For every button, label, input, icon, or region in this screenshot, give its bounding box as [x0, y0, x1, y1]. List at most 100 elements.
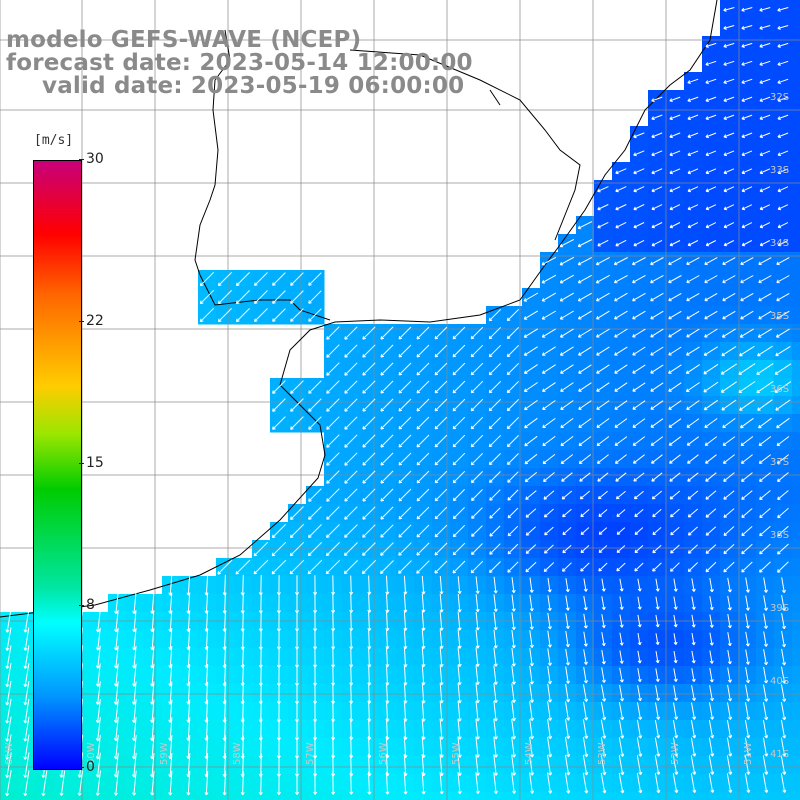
wind-arrow: [763, 577, 768, 593]
wind-arrow: [271, 524, 286, 539]
wind-arrow: [489, 489, 501, 501]
wind-arrow: [529, 612, 534, 630]
wind-arrow: [726, 773, 733, 793]
wind-cell: [792, 648, 800, 667]
wind-arrow: [380, 380, 394, 394]
wind-arrow: [361, 560, 376, 575]
wind-arrow: [343, 560, 358, 575]
wind-arrow: [493, 718, 498, 740]
wind-arrow: [253, 559, 269, 575]
wind-arrow: [217, 290, 232, 305]
wind-arrow: [598, 562, 608, 572]
wind-arrow: [254, 290, 268, 304]
wind-arrow: [385, 771, 390, 795]
wind-arrow: [114, 645, 119, 669]
wind-arrow: [272, 308, 286, 322]
wind-arrow: [741, 78, 753, 84]
wind-arrow: [398, 542, 412, 556]
wind-arrow: [325, 559, 341, 575]
wind-arrow: [777, 472, 789, 482]
wind-arrow: [596, 382, 610, 392]
longitude-label: 57W: [305, 742, 316, 765]
wind-arrow: [235, 272, 250, 287]
wind-arrow: [762, 773, 769, 793]
wind-arrow: [709, 596, 714, 611]
wind-arrow: [434, 560, 448, 574]
wind-arrow: [781, 666, 787, 684]
wind-arrow: [655, 578, 660, 592]
wind-arrow: [632, 382, 646, 392]
wind-arrow: [506, 398, 520, 412]
wind-arrow: [23, 645, 30, 669]
wind-arrow: [723, 472, 735, 482]
wind-arrow: [601, 596, 606, 611]
wind-arrow: [600, 772, 607, 794]
wind-arrow: [763, 595, 768, 611]
wind-arrow: [687, 562, 699, 572]
wind-arrow: [577, 292, 592, 302]
wind-arrow: [186, 770, 191, 796]
wind-arrow: [745, 613, 750, 629]
grid-labels: 32S 33S 34S 35S 36S 37S 38S 39S 40S 41S 61W 60W 59W 5…: [4, 92, 789, 765]
wind-arrow: [726, 737, 733, 757]
wind-arrow: [598, 527, 608, 535]
wind-arrow: [582, 754, 589, 776]
wind-arrow: [471, 525, 483, 537]
longitude-label: 58W: [232, 742, 243, 765]
wind-arrow: [595, 256, 610, 266]
wind-arrow: [741, 240, 753, 247]
wind-arrow: [565, 595, 570, 611]
wind-arrow: [618, 737, 625, 757]
wind-arrow: [669, 240, 681, 247]
wind-arrow: [506, 362, 520, 376]
wind-arrow: [757, 345, 773, 357]
wind-arrow: [308, 290, 322, 304]
wind-arrow: [633, 150, 645, 157]
wind-arrow: [597, 221, 609, 229]
wind-arrow: [705, 240, 717, 247]
wind-arrow: [577, 239, 593, 248]
wind-arrow: [578, 436, 592, 446]
wind-arrow: [596, 418, 610, 428]
wind-arrow: [475, 576, 480, 594]
wind-arrow: [507, 453, 519, 465]
wind-arrow: [704, 436, 718, 446]
wind-arrow: [774, 363, 792, 375]
wind-arrow: [687, 186, 699, 193]
wind-arrow: [475, 772, 480, 795]
wind-arrow: [655, 702, 661, 720]
colorbar-tick-label: 15: [79, 455, 104, 471]
wind-arrow: [619, 596, 624, 610]
wind-arrow: [488, 344, 502, 358]
wind-arrow: [272, 290, 286, 304]
wind-arrow: [362, 380, 376, 394]
wind-arrow: [95, 609, 101, 633]
wind-arrow: [634, 509, 644, 518]
wind-arrow: [601, 649, 606, 665]
wind-arrow: [547, 612, 552, 630]
wind-arrow: [614, 418, 628, 428]
wind-cell: [792, 522, 800, 541]
wind-arrow: [398, 524, 412, 538]
wind-arrow: [776, 292, 790, 302]
wind-arrow: [616, 527, 626, 535]
wind-cell: [324, 792, 343, 800]
wind-arrow: [650, 382, 664, 392]
wind-arrow: [740, 436, 754, 446]
wind-arrow: [598, 545, 608, 553]
wind-cell: [792, 90, 800, 109]
wind-arrow: [541, 346, 556, 356]
wind-arrow: [776, 454, 790, 464]
wind-arrow: [777, 561, 789, 573]
wind-arrow: [493, 647, 498, 667]
wind-arrow: [475, 736, 480, 758]
wind-arrow: [777, 60, 789, 66]
wind-arrow: [583, 595, 588, 611]
wind-arrow: [650, 400, 664, 410]
wind-arrow: [380, 488, 394, 502]
wind-arrow: [775, 399, 791, 411]
colorbar-units: [m/s]: [34, 133, 74, 148]
wind-arrow: [723, 240, 735, 247]
wind-arrow: [416, 452, 430, 466]
wind-cell: [594, 792, 613, 800]
